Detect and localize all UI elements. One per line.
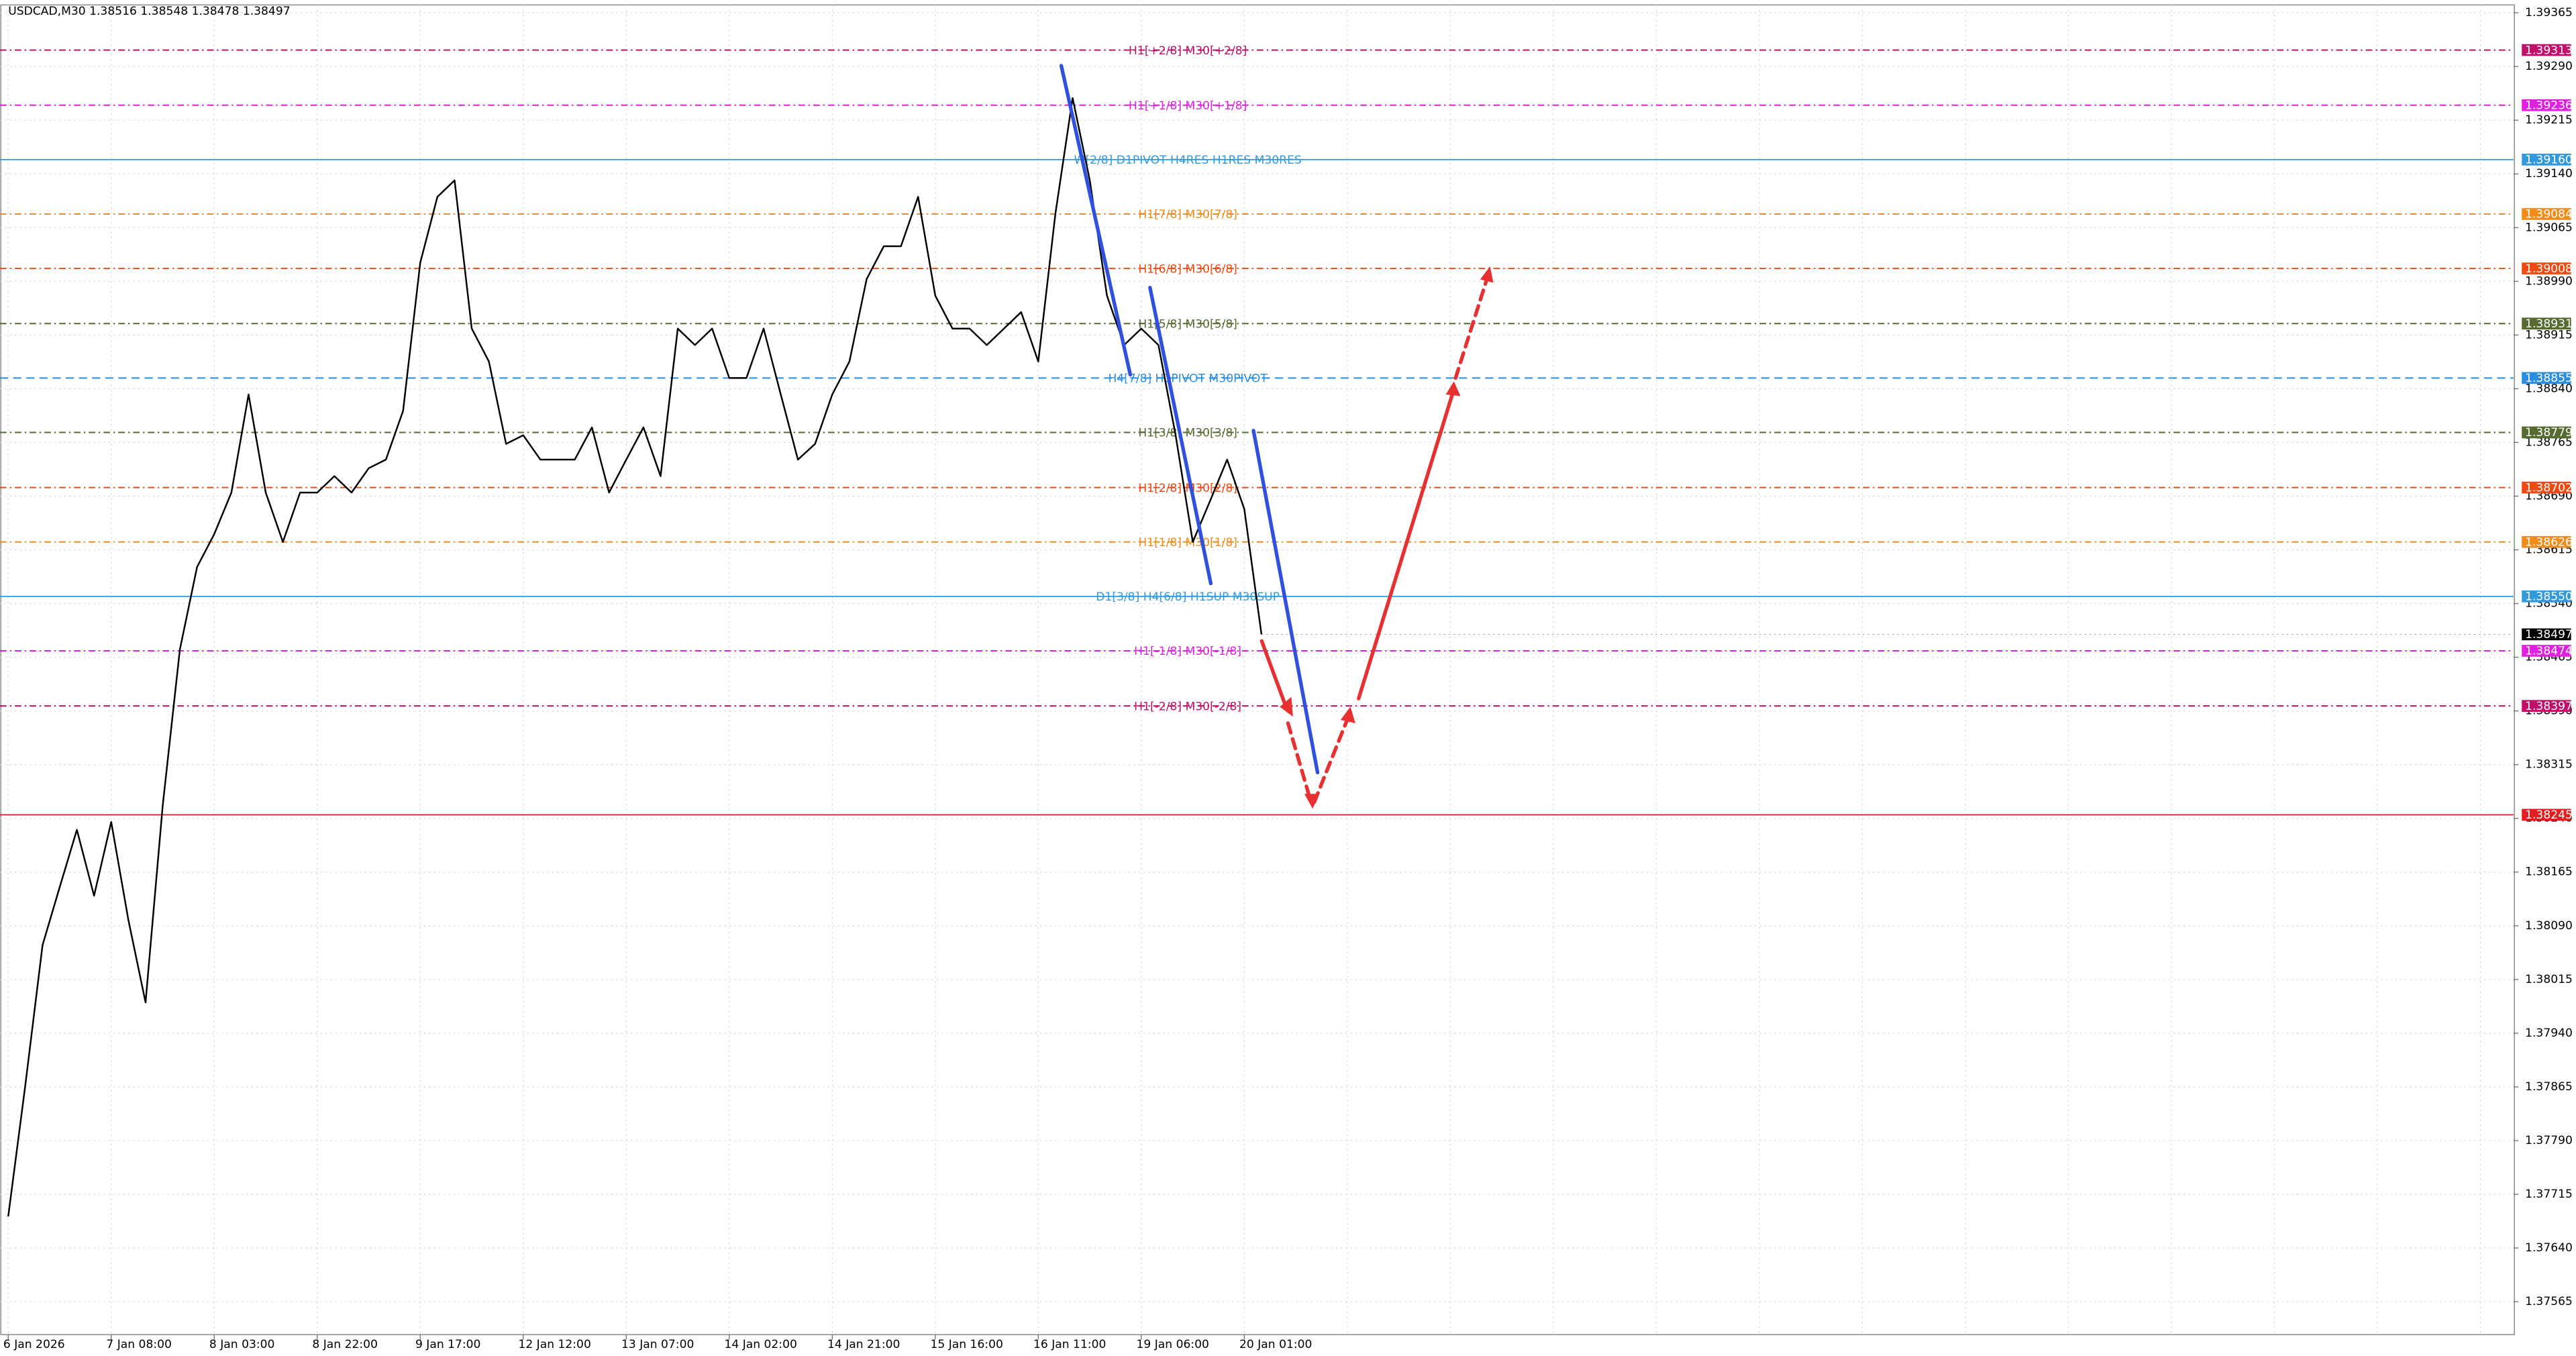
level-label: H1[-1/8] M30[-1/8] <box>1134 645 1241 658</box>
price-box-label: 1.38931 <box>2525 317 2573 331</box>
x-tick-label: 7 Jan 08:00 <box>106 1338 172 1351</box>
price-box <box>2522 426 2571 439</box>
x-tick-label: 12 Jan 12:00 <box>518 1338 590 1351</box>
price-box <box>2522 44 2571 56</box>
level-label: H1[1/8] M30[1/8] <box>1138 536 1237 550</box>
level-label: W[2/8] D1PIVOT H4RES H1RES M30RES <box>1074 154 1302 167</box>
price-box-label: 1.38626 <box>2525 535 2573 549</box>
price-box <box>2522 809 2571 821</box>
x-tick-label: 20 Jan 01:00 <box>1239 1338 1312 1351</box>
y-tick-label: 1.38990 <box>2525 274 2573 288</box>
y-tick-label: 1.39215 <box>2525 113 2573 127</box>
y-tick-label: 1.39140 <box>2525 167 2573 180</box>
price-box-label: 1.38550 <box>2525 590 2573 604</box>
y-tick-label: 1.38015 <box>2525 973 2573 986</box>
y-tick-label: 1.38765 <box>2525 435 2573 449</box>
price-box <box>2522 372 2571 384</box>
arrow <box>1453 277 1489 380</box>
level-label: H4[7/8] H1PIVOT M30PIVOT <box>1108 372 1268 386</box>
level-label: H1[6/8] M30[6/8] <box>1138 262 1237 276</box>
y-tick-label: 1.37640 <box>2525 1241 2573 1255</box>
price-box <box>2522 645 2571 657</box>
y-tick-label: 1.39065 <box>2525 221 2573 234</box>
level-label: H1[7/8] M30[7/8] <box>1138 208 1237 221</box>
price-box-label: 1.38497 <box>2525 628 2573 641</box>
level-label: H1[5/8] M30[5/8] <box>1138 317 1237 331</box>
price-box-label: 1.39236 <box>2525 99 2573 112</box>
price-box-label: 1.39084 <box>2525 208 2573 221</box>
levels: H1[+2/8] M30[+2/8] 1.39313 H1[+1/8] M30[+1… <box>0 44 2573 822</box>
level-label: H1[+1/8] M30[+1/8] <box>1129 99 1247 113</box>
price-box <box>2522 262 2571 274</box>
x-tick-label: 19 Jan 06:00 <box>1137 1338 1209 1351</box>
price-box-label: 1.39008 <box>2525 262 2573 276</box>
price-box <box>2522 99 2571 111</box>
price-line <box>7 97 1263 1217</box>
price-box-label: 1.38702 <box>2525 481 2573 494</box>
arrow <box>1357 393 1455 700</box>
level-label: D1[3/8] H4[6/8] H1SUP M30SUP <box>1096 590 1280 604</box>
y-tick-label: 1.39365 <box>2525 6 2573 19</box>
arrow-head <box>1340 707 1355 723</box>
level-label: H1[+2/8] M30[+2/8] <box>1129 44 1247 58</box>
trend-line <box>1251 429 1320 775</box>
trend-line <box>1148 286 1213 586</box>
y-tick-label: 1.37865 <box>2525 1080 2573 1094</box>
x-tick-label: 14 Jan 02:00 <box>724 1338 796 1351</box>
price-box-label: 1.38245 <box>2525 809 2573 822</box>
arrow-head <box>1445 381 1461 397</box>
price-box-label: 1.38397 <box>2525 700 2573 713</box>
arrow-head <box>1480 266 1494 283</box>
price-box <box>2522 208 2571 220</box>
x-tick-label: 6 Jan 2026 <box>3 1338 65 1351</box>
level-label: H1[3/8] M30[3/8] <box>1138 427 1237 440</box>
price-box-label: 1.39313 <box>2525 44 2573 57</box>
y-tick-label: 1.38840 <box>2525 382 2573 395</box>
y-tick-label: 1.37715 <box>2525 1188 2573 1201</box>
series <box>7 97 1263 1217</box>
arrow <box>1312 718 1349 804</box>
price-box-label: 1.38474 <box>2525 645 2573 658</box>
level-label: H1[2/8] M30[2/8] <box>1138 482 1237 495</box>
y-tick-label: 1.38315 <box>2525 758 2573 772</box>
arrow <box>1286 721 1313 804</box>
trend-line <box>1059 64 1133 377</box>
x-tick-label: 8 Jan 03:00 <box>209 1338 275 1351</box>
price-box <box>2522 154 2571 166</box>
y-tick-label: 1.38915 <box>2525 328 2573 342</box>
x-tick-label: 15 Jan 16:00 <box>930 1338 1002 1351</box>
x-tick-label: 14 Jan 21:00 <box>827 1338 900 1351</box>
price-box <box>2522 535 2571 548</box>
y-tick-label: 1.39290 <box>2525 60 2573 73</box>
price-box <box>2522 628 2571 641</box>
price-box-label: 1.38855 <box>2525 372 2573 385</box>
y-tick-label: 1.37565 <box>2525 1295 2573 1308</box>
price-box <box>2522 317 2571 330</box>
x-tick-label: 13 Jan 07:00 <box>621 1338 694 1351</box>
x-tick-label: 16 Jan 11:00 <box>1033 1338 1106 1351</box>
arrow <box>1259 639 1287 706</box>
y-tick-label: 1.37790 <box>2525 1134 2573 1147</box>
price-box <box>2522 700 2571 712</box>
y-tick-label: 1.38165 <box>2525 866 2573 879</box>
x-tick-label: 9 Jan 17:00 <box>415 1338 481 1351</box>
price-box-label: 1.39160 <box>2525 154 2573 167</box>
forecast-arrows <box>1059 64 1494 809</box>
level-label: H1[-2/8] M30[-2/8] <box>1134 700 1241 713</box>
chart-title: USDCAD,M30 1.38516 1.38548 1.38478 1.384… <box>8 5 290 18</box>
arrow-head <box>1280 696 1293 717</box>
x-tick-label: 8 Jan 22:00 <box>312 1338 378 1351</box>
price-box-label: 1.38779 <box>2525 426 2573 439</box>
plot-frame <box>0 4 2515 1335</box>
price-box <box>2522 481 2571 494</box>
y-tick-label: 1.38090 <box>2525 919 2573 933</box>
price-box <box>2522 590 2571 603</box>
y-tick-label: 1.37940 <box>2525 1027 2573 1040</box>
